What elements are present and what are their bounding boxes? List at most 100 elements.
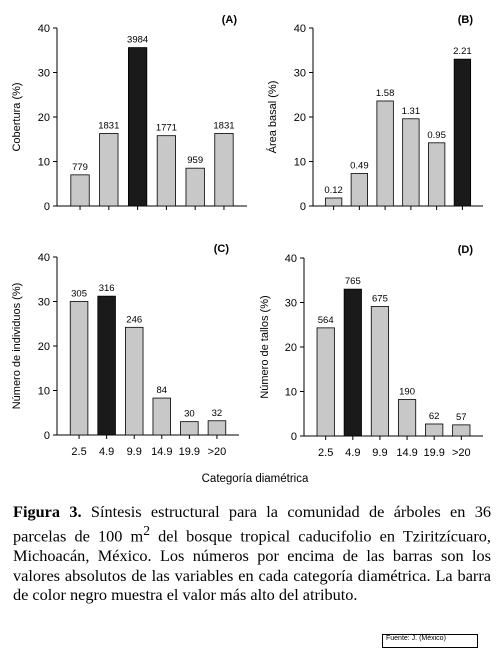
y-axis-label: Área basal (%) bbox=[266, 81, 279, 154]
data-label: 765 bbox=[345, 276, 361, 287]
bar-6 bbox=[453, 58, 472, 207]
bar-1 bbox=[316, 327, 335, 437]
data-label: 564 bbox=[318, 315, 334, 326]
x-tick-label: 4.9 bbox=[345, 447, 360, 459]
y-axis-label: Cobertura (%) bbox=[11, 82, 23, 151]
bar-4 bbox=[402, 118, 420, 207]
bar-4 bbox=[156, 135, 177, 207]
data-label: 32 bbox=[212, 408, 223, 419]
footer-credit: Fuente: J. (México) bbox=[382, 634, 478, 648]
y-tick-label: 20 bbox=[38, 112, 50, 124]
bar-3 bbox=[376, 100, 394, 207]
data-label: 305 bbox=[71, 289, 87, 300]
figure-panels: Categoría diamétrica 0 10 20 30 40 779 1831 398… bbox=[11, 14, 483, 485]
panel-letter: (C) bbox=[214, 243, 230, 255]
caption-text: Síntesis estructural para la comunidad d… bbox=[13, 502, 492, 546]
y-tick-label: 10 bbox=[38, 157, 50, 169]
bar-6 bbox=[452, 424, 471, 437]
y-tick-label: 30 bbox=[38, 297, 50, 309]
y-axis-label: Número de tallos (%) bbox=[259, 295, 271, 398]
bar-1 bbox=[70, 174, 90, 207]
data-label: 0.12 bbox=[324, 185, 343, 196]
x-tick-label: 19.9 bbox=[423, 447, 444, 459]
y-tick-label: 40 bbox=[38, 23, 50, 35]
y-tick-label: 0 bbox=[291, 431, 297, 443]
y-tick-label: 20 bbox=[38, 341, 50, 353]
bar-6 bbox=[207, 420, 227, 436]
x-axis-label: Categoría diamétrica bbox=[202, 473, 309, 485]
caption-label: Figura 3. bbox=[13, 502, 82, 521]
bar-2 bbox=[99, 133, 119, 207]
caption-text-continued: del bosque tropical caducifolio en Tziri… bbox=[13, 526, 491, 605]
bar-1 bbox=[69, 301, 89, 436]
y-tick-label: 30 bbox=[285, 298, 297, 310]
y-tick-label: 0 bbox=[300, 201, 306, 213]
x-tick-label: 9.9 bbox=[372, 447, 387, 459]
data-label: 30 bbox=[184, 409, 195, 420]
chart-panel-a: 0 10 20 30 40 779 1831 3984 1771 959 1831 (A) Cobert… bbox=[11, 14, 247, 213]
bar-5 bbox=[185, 167, 205, 207]
data-label: 959 bbox=[187, 155, 203, 166]
bar-6 bbox=[214, 133, 234, 207]
y-tick-label: 10 bbox=[38, 386, 50, 398]
bar-5 bbox=[427, 142, 446, 207]
y-tick-label: 30 bbox=[294, 68, 306, 80]
x-tick-label: 2.5 bbox=[318, 447, 333, 459]
bar-3 bbox=[127, 47, 148, 207]
y-tick-label: 20 bbox=[294, 112, 306, 124]
y-tick-label: 40 bbox=[294, 23, 306, 35]
figure-caption: Figura 3. Síntesis estructural para la c… bbox=[13, 502, 491, 604]
bar-4 bbox=[152, 397, 172, 436]
bar-4 bbox=[397, 399, 417, 437]
y-tick-label: 10 bbox=[294, 157, 306, 169]
x-tick-label: 14.9 bbox=[151, 446, 172, 458]
data-label: 1.31 bbox=[402, 106, 421, 117]
bar-3 bbox=[124, 326, 144, 436]
x-tick-label: >20 bbox=[208, 446, 227, 458]
y-tick-label: 40 bbox=[38, 252, 50, 264]
caption-superscript: 2 bbox=[143, 523, 150, 539]
y-tick-label: 40 bbox=[285, 253, 297, 265]
y-tick-label: 30 bbox=[38, 68, 50, 80]
chart-panel-c: 0 10 20 30 40 305 2.5 316 4.9 246 9.9 84 14.9 30 19.9 3… bbox=[11, 243, 239, 458]
y-tick-label: 0 bbox=[44, 201, 50, 213]
data-label: 62 bbox=[429, 411, 440, 422]
data-label: 0.95 bbox=[427, 130, 446, 141]
y-axis-label: Número de individuos (%) bbox=[11, 283, 23, 410]
x-tick-label: 19.9 bbox=[179, 446, 200, 458]
bar-5 bbox=[425, 423, 444, 437]
data-label: 779 bbox=[72, 162, 88, 173]
bar-5 bbox=[180, 421, 199, 436]
data-label: 3984 bbox=[127, 35, 148, 46]
data-label: 1.58 bbox=[376, 88, 395, 99]
x-tick-label: >20 bbox=[452, 447, 471, 459]
data-label: 1831 bbox=[213, 120, 234, 131]
data-label: 190 bbox=[399, 387, 415, 398]
panel-letter: (D) bbox=[458, 244, 474, 256]
data-label: 675 bbox=[372, 294, 388, 305]
y-tick-label: 20 bbox=[285, 342, 297, 354]
chart-panel-b: 0 10 20 30 40 0.12 0.49 1.58 1.31 0.95 2.21 (B) Área… bbox=[266, 14, 483, 213]
panel-letter: (A) bbox=[222, 14, 238, 26]
bar-3 bbox=[370, 306, 390, 437]
bar-2 bbox=[343, 288, 362, 437]
data-label: 57 bbox=[456, 412, 467, 423]
y-tick-label: 0 bbox=[44, 430, 50, 442]
x-tick-label: 4.9 bbox=[99, 446, 114, 458]
data-label: 246 bbox=[126, 314, 142, 325]
x-tick-label: 9.9 bbox=[127, 446, 142, 458]
data-label: 1831 bbox=[98, 120, 119, 131]
data-label: 316 bbox=[99, 283, 115, 294]
x-tick-label: 2.5 bbox=[71, 446, 86, 458]
data-label: 1771 bbox=[156, 123, 177, 134]
bar-2 bbox=[97, 295, 116, 436]
y-tick-label: 10 bbox=[285, 387, 297, 399]
data-label: 0.49 bbox=[350, 161, 369, 172]
chart-panel-d: 0 10 20 30 40 564 2.5 765 4.9 675 9.9 190 14.9 62 19.9… bbox=[259, 244, 483, 459]
data-label: 2.21 bbox=[453, 46, 472, 57]
data-label: 84 bbox=[156, 385, 167, 396]
bar-2 bbox=[350, 173, 369, 207]
x-tick-label: 14.9 bbox=[396, 447, 417, 459]
panel-letter: (B) bbox=[458, 14, 474, 26]
bar-1 bbox=[324, 197, 343, 207]
